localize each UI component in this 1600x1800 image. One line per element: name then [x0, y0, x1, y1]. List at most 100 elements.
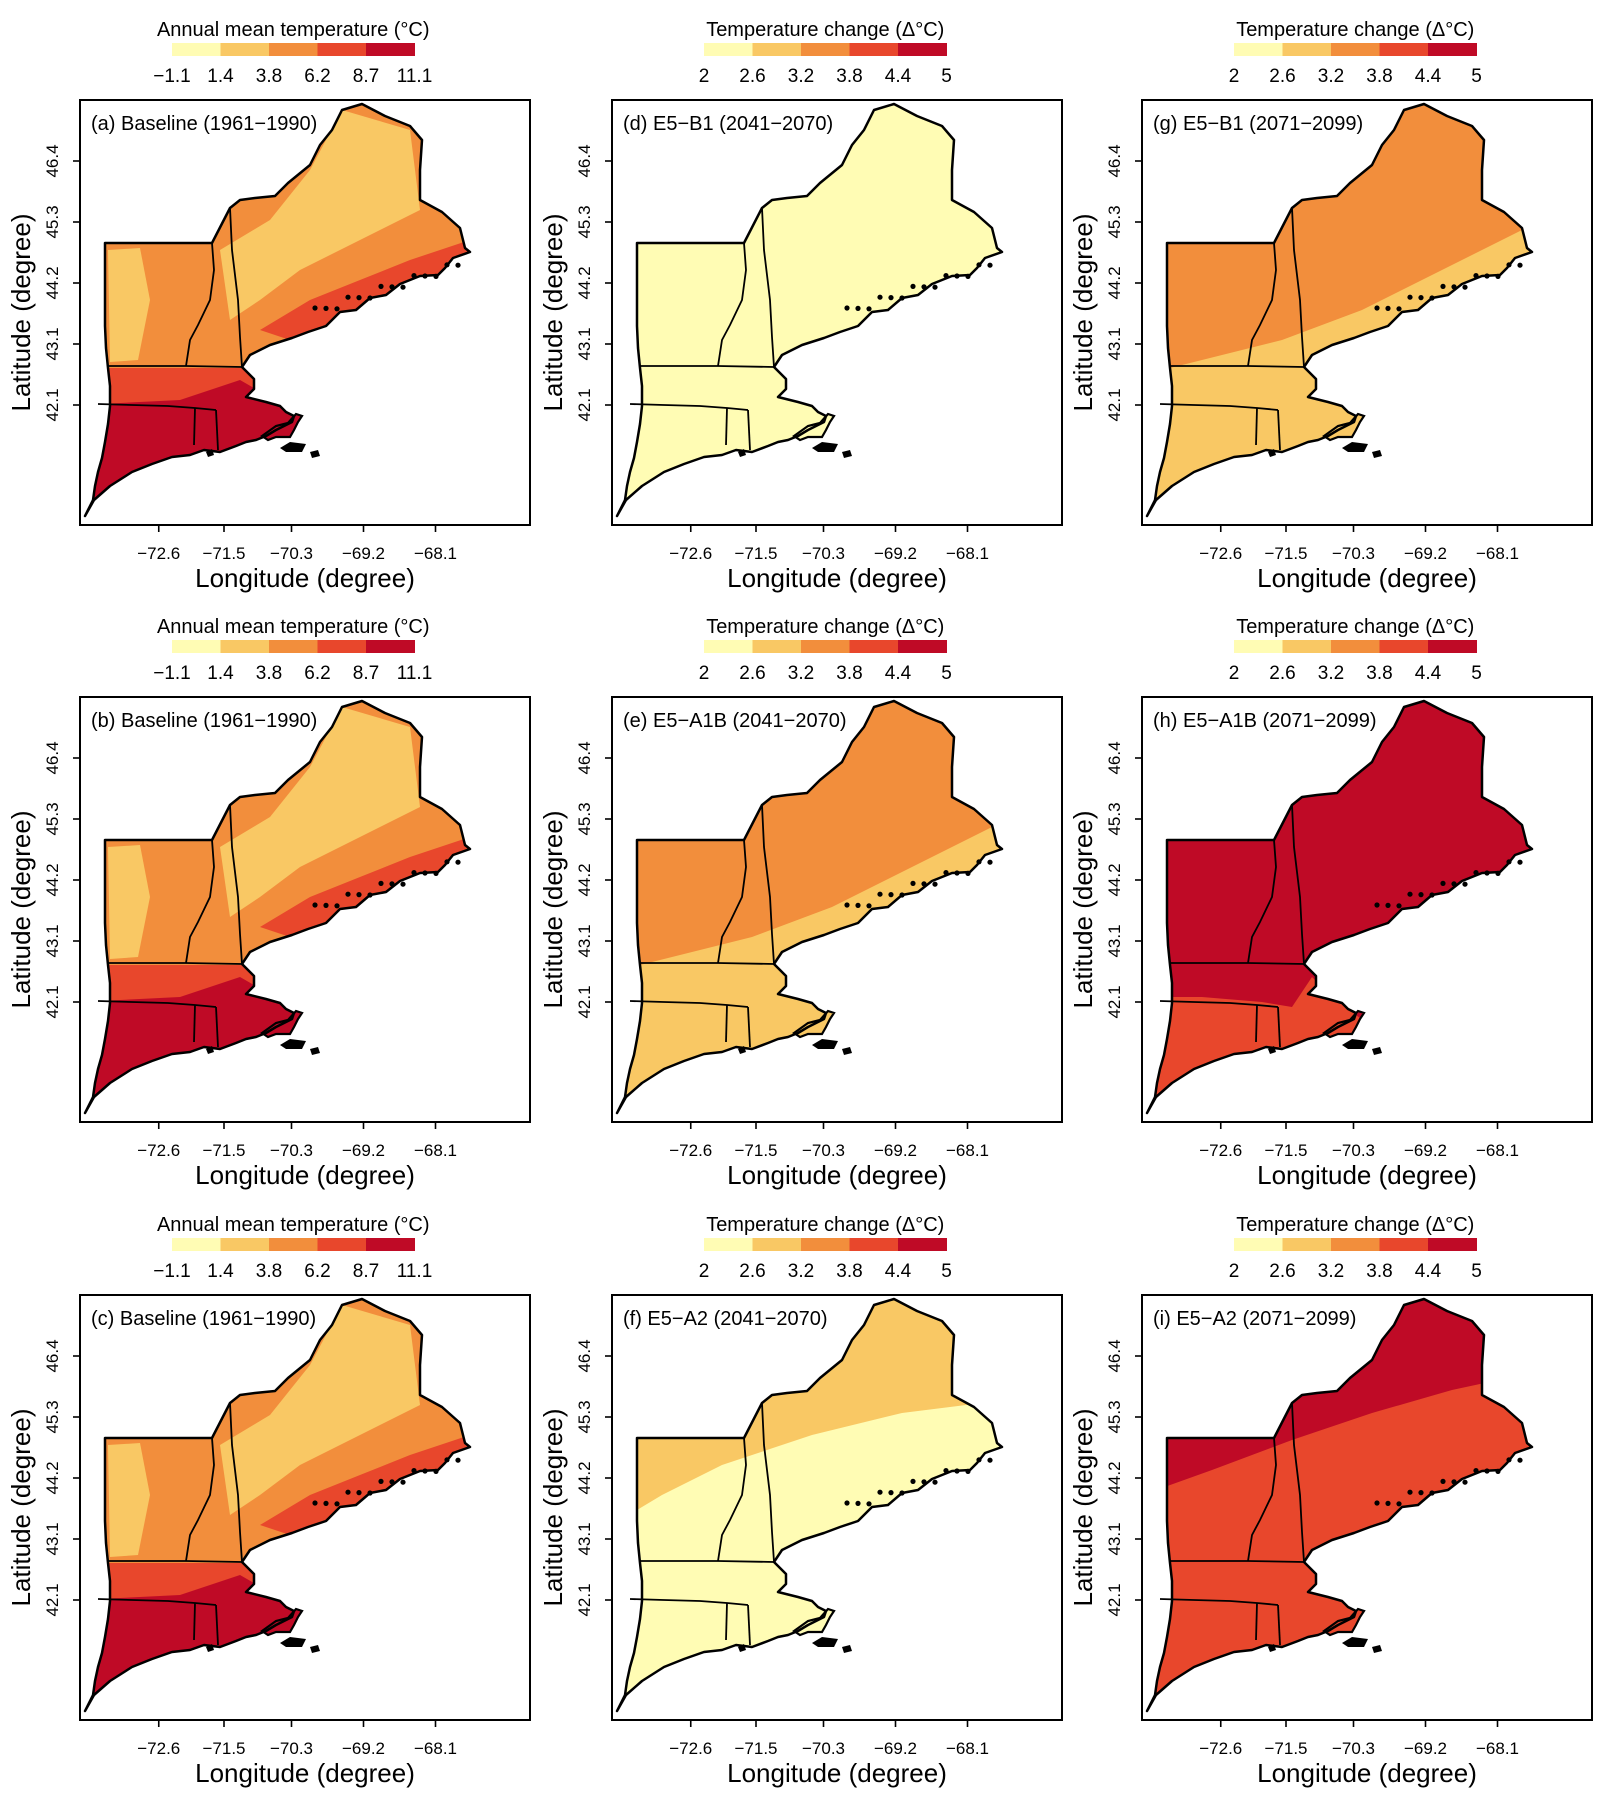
legend-tick-label: 4.4 — [885, 66, 912, 87]
panel-label: (c) Baseline (1961−1990) — [91, 1308, 316, 1330]
island — [1462, 284, 1468, 290]
island — [444, 859, 450, 865]
legend-swatch — [172, 640, 221, 653]
island — [389, 881, 395, 887]
legend-swatch — [220, 640, 270, 653]
island — [433, 273, 439, 279]
legend-swatch — [1282, 1238, 1332, 1251]
island — [932, 881, 938, 887]
legend-tick-label: 4.4 — [885, 663, 912, 684]
legend-title: Temperature change (Δ°C) — [706, 1214, 944, 1236]
legend-title: Temperature change (Δ°C) — [1236, 1214, 1474, 1236]
legend-tick-label: 3.8 — [1366, 66, 1392, 87]
map-panel: (e) E5−A1B (2041−2070) −72.6 −71.5 −70.3 −69… — [538, 696, 1063, 1190]
y-axis-label: Latitude (degree) — [1068, 810, 1098, 1008]
island — [1342, 1637, 1368, 1647]
legend: Annual mean temperature (°C) −1.1 1.4 3.8 6.… — [153, 616, 432, 684]
island — [1385, 305, 1391, 311]
island — [411, 273, 417, 279]
legend-swatch — [1331, 640, 1380, 653]
state-border — [1277, 1604, 1281, 1646]
state-border — [185, 839, 215, 964]
state-border — [193, 1004, 196, 1043]
x-tick-label: −71.5 — [202, 544, 245, 563]
x-tick-label: −68.1 — [414, 544, 457, 563]
state-border — [725, 1602, 728, 1641]
island — [954, 273, 960, 279]
legend-swatch — [849, 1238, 899, 1251]
island — [1418, 295, 1424, 301]
y-tick-label: 46.4 — [43, 741, 62, 774]
x-tick-label: −71.5 — [202, 1141, 245, 1160]
legend-tick-label: 8.7 — [353, 66, 379, 87]
panel-frame — [611, 99, 1063, 526]
island — [910, 283, 916, 289]
legend-title: Temperature change (Δ°C) — [1236, 616, 1474, 638]
state-border — [1169, 1560, 1317, 1575]
legend-swatch — [317, 640, 367, 653]
state-border — [747, 1006, 751, 1048]
legend-title: Temperature change (Δ°C) — [706, 19, 944, 41]
island — [411, 1468, 417, 1474]
legend-tick-label: 5 — [941, 663, 952, 684]
legend-tick-label: 5 — [941, 1261, 952, 1282]
y-tick-label: 42.1 — [1105, 1583, 1124, 1616]
island — [323, 902, 329, 908]
legend-tick-label: 3.2 — [1318, 66, 1344, 87]
y-tick-label: 42.1 — [575, 388, 594, 421]
legend-swatch — [1234, 1238, 1283, 1251]
island — [987, 262, 993, 268]
cape-cod — [792, 1009, 836, 1039]
island — [976, 1457, 982, 1463]
island — [976, 262, 982, 268]
legend-swatch — [849, 43, 899, 56]
legend-swatch — [269, 43, 318, 56]
state-border — [717, 242, 747, 367]
y-tick-label: 44.2 — [575, 1461, 594, 1494]
state-border — [629, 403, 749, 411]
island — [888, 295, 894, 301]
state-border — [97, 403, 217, 411]
map-panel: (b) Baseline (1961−1990) −72.6 −71.5 −70.3 −… — [6, 696, 531, 1190]
island — [1484, 273, 1490, 279]
panel-label: (a) Baseline (1961−1990) — [91, 113, 317, 135]
state-border — [1291, 207, 1305, 368]
island — [455, 859, 461, 865]
island — [1506, 262, 1512, 268]
cape-cod — [1322, 1607, 1366, 1637]
legend-tick-label: 5 — [1471, 663, 1482, 684]
cape-cod — [1322, 1009, 1366, 1039]
state-border — [193, 1602, 196, 1641]
island — [206, 1046, 214, 1054]
legend-tick-label: 3.8 — [836, 66, 862, 87]
island — [323, 305, 329, 311]
state-border — [185, 1437, 215, 1562]
state-border — [1277, 1006, 1281, 1048]
island — [367, 892, 373, 898]
island — [1372, 1645, 1382, 1653]
state-border — [761, 207, 775, 368]
island — [855, 305, 861, 311]
island — [1385, 1500, 1391, 1506]
island — [1374, 1500, 1380, 1506]
y-axis-label: Latitude (degree) — [6, 810, 36, 1008]
island — [987, 859, 993, 865]
island — [921, 284, 927, 290]
legend-tick-label: −1.1 — [153, 66, 191, 87]
legend-tick-label: 3.2 — [1318, 1261, 1344, 1282]
island — [389, 1479, 395, 1485]
x-tick-label: −69.2 — [1404, 1739, 1447, 1758]
island — [422, 870, 428, 876]
legend-tick-label: 3.2 — [788, 663, 814, 684]
island — [910, 1478, 916, 1484]
y-tick-label: 46.4 — [575, 741, 594, 774]
island — [899, 1490, 905, 1496]
legend-title: Temperature change (Δ°C) — [1236, 19, 1474, 41]
x-tick-label: −68.1 — [946, 1141, 989, 1160]
island — [866, 903, 872, 909]
state-border — [107, 365, 255, 380]
legend-swatch — [1234, 640, 1283, 653]
island — [1462, 1479, 1468, 1485]
legend-title: Temperature change (Δ°C) — [706, 616, 944, 638]
legend-swatch — [1379, 1238, 1429, 1251]
